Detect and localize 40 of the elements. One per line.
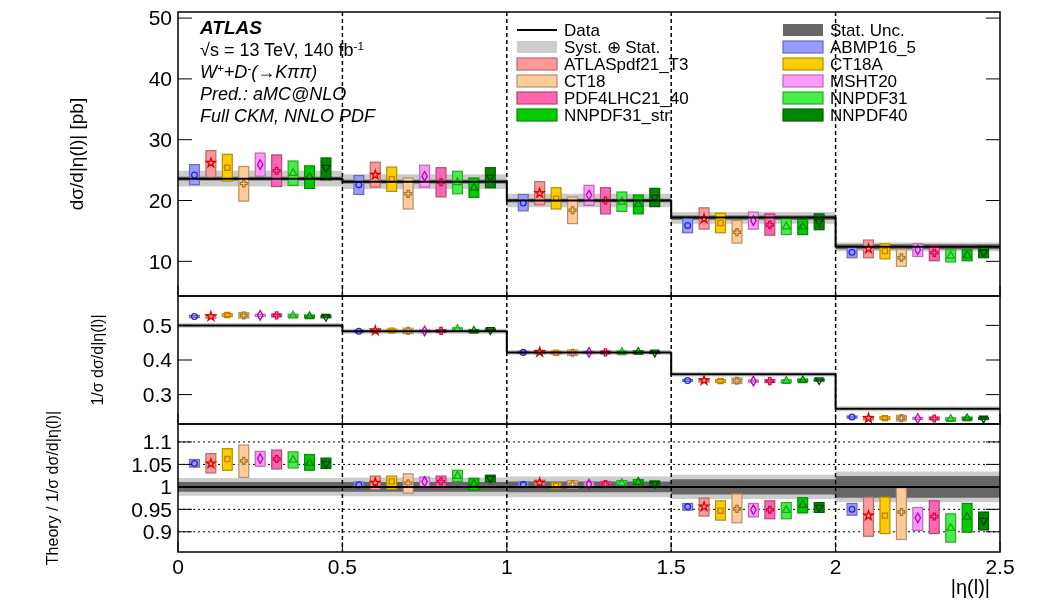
annotation: ATLAS	[199, 17, 263, 38]
x-tick-label: 1	[500, 555, 513, 578]
y-tick-label: 40	[148, 67, 172, 91]
y-tick-label: 0.3	[142, 382, 172, 406]
y-tick-label: 0.4	[142, 348, 173, 372]
legend-label: Stat. Unc.	[830, 21, 905, 40]
x-tick-label: 0.5	[327, 555, 357, 578]
y-tick-label: 1.1	[142, 430, 172, 454]
y-tick-label: 1.05	[131, 452, 172, 476]
x-tick-label: 1.5	[656, 555, 686, 578]
y-tick-label: 1	[160, 475, 172, 499]
legend-label: Syst. ⊕ Stat.	[564, 38, 661, 57]
y-tick-label: 0.9	[142, 520, 172, 544]
legend-label: Data	[564, 21, 601, 40]
legend-label: MSHT20	[830, 72, 898, 91]
y-tick-label: 50	[148, 6, 172, 30]
y-axis-title: 1/σ dσ/d|η(l)|	[89, 314, 106, 406]
legend-label: CT18	[564, 72, 606, 91]
y-tick-label: 0.5	[142, 313, 172, 337]
x-tick-label: 2	[829, 555, 842, 578]
legend-label: NNPDF31_str	[564, 106, 671, 125]
y-tick-label: 30	[148, 128, 172, 152]
annotation: Full CKM, NNLO PDF	[200, 106, 377, 126]
annotation: √s = 13 TeV, 140 fb$^{-1}$	[200, 38, 364, 60]
legend-label: PDF4LHC21_40	[564, 89, 689, 108]
y-tick-label: 0.95	[131, 497, 172, 521]
x-axis-title: |η(l)|	[950, 576, 990, 598]
y-axis-title: dσ/d|η(l)| [pb]	[66, 97, 87, 211]
y-tick-label: 10	[148, 249, 172, 273]
annotation: W$^{+}$+D$^{-}$(→Kππ)	[200, 60, 318, 82]
annotation: Pred.: aMC@NLO	[200, 84, 347, 104]
legend-label: ATLASpdf21_T3	[564, 55, 689, 74]
legend-label: CT18A	[830, 55, 884, 74]
x-tick-label: 2.5	[985, 555, 1015, 578]
legend-label: NNPDF31	[830, 89, 908, 108]
y-axis-title: Theory / 1/σ dσ/d|η(l)|	[44, 410, 61, 566]
legend-label: ABMP16_5	[830, 38, 916, 57]
x-tick-label: 0	[172, 555, 184, 578]
legend-label: NNPDF40	[830, 106, 908, 125]
y-tick-label: 20	[148, 188, 172, 212]
